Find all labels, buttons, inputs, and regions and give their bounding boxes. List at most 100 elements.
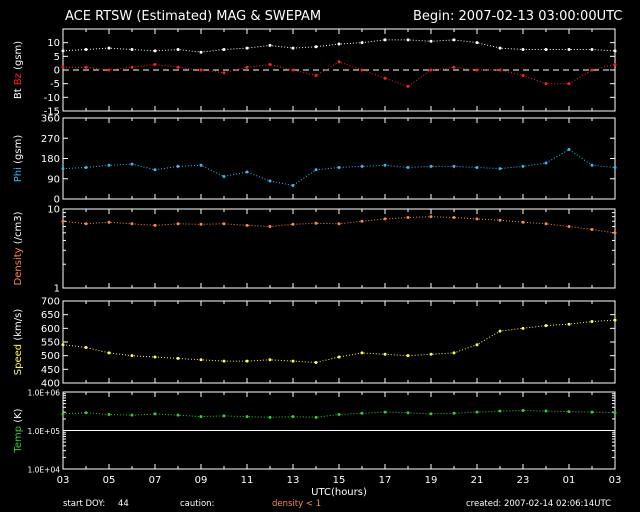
series-bt [61,38,617,54]
panel-frame [62,300,616,384]
x-tick-label: 03 [609,475,622,486]
data-point [544,161,548,165]
data-point [590,228,594,232]
series-speed [61,318,617,364]
data-point [498,167,502,171]
x-tick-label: 13 [287,475,300,486]
data-point [314,73,318,77]
data-point [222,175,226,178]
data-point [521,220,525,224]
panel-density: 1 10 Density (/cm3) [13,205,617,295]
data-point [567,410,571,414]
data-point [268,63,272,67]
y-axis-label: Speed (km/s) [13,309,24,376]
data-point [222,414,226,418]
y-tick-label: 0 [54,66,60,77]
data-point [222,222,226,226]
data-point [429,215,433,219]
x-axis-label: UTC(hours) [311,487,367,498]
data-point [383,410,387,414]
y-tick-label: 10 [47,38,60,49]
data-point [107,68,111,72]
data-point [452,411,456,415]
y-axis-label: Bt Bz (gsm) [13,41,24,99]
panel-frame [62,208,616,289]
y-axis-label: Phi (gsm) [13,135,24,183]
y-axis-label-part: Density [13,247,24,285]
data-point [613,318,617,322]
y-tick-label: 5 [54,52,60,63]
y-tick-label: 600 [41,324,60,335]
data-point [567,82,571,86]
series-phi [61,148,617,187]
x-tick-label: 17 [379,475,392,486]
data-point [245,359,249,363]
data-point [84,345,88,349]
x-tick-label: 07 [149,475,162,486]
data-point [613,63,617,67]
series-trace [63,61,616,87]
y-axis-label-part: (K) [13,408,24,426]
data-point [176,48,180,51]
y-axis-label: Density (/cm3) [13,211,24,285]
data-point [291,68,295,72]
data-point [337,166,341,169]
y-tick-label: 550 [41,338,60,349]
data-point [84,48,88,51]
data-point [291,415,295,419]
data-point [337,42,341,46]
data-point [360,351,364,355]
begin-time: Begin: 2007-02-13 03:00:00UTC [413,9,623,24]
data-point [176,65,180,69]
y-tick-label: 1.0E+04 [28,466,61,475]
data-point [291,46,295,50]
data-point [613,49,617,53]
data-point [429,412,433,416]
data-point [153,223,157,227]
y-tick-label: 180 [41,154,60,165]
data-point [429,352,433,356]
x-tick-label: 03 [57,475,70,486]
y-tick-label: 500 [41,351,60,362]
data-point [107,163,111,167]
data-point [590,68,594,72]
panel-frame [62,117,616,200]
y-tick-label: -15 [44,107,60,118]
series-density [61,215,617,235]
data-point [153,49,157,53]
data-point [498,46,502,50]
data-point [314,45,318,49]
y-axis-label-part: Temp [13,426,24,454]
data-point [245,415,249,419]
data-point [268,358,272,362]
series-trace [62,319,616,364]
data-point [84,65,88,69]
data-point [383,38,387,42]
series-temp [61,409,617,419]
y-tick-label: 10 [47,205,60,216]
panel-mag: -15 -10 -5 0 5 10 Bt Bz (gsm) [13,28,617,118]
data-point [84,166,88,169]
data-point [590,410,594,414]
y-tick-label: 360 [41,114,60,125]
data-point [383,217,387,221]
data-point [521,409,525,413]
y-tick-label: 400 [41,379,60,390]
data-point [360,219,364,223]
data-point [107,220,111,224]
data-point [475,166,479,169]
start-doy-value: 44 [118,499,129,509]
y-tick-label: 90 [47,174,60,185]
x-tick-label: 15 [333,475,346,486]
y-tick-label: 450 [41,365,60,376]
data-point [222,48,226,51]
y-tick-label: -10 [44,93,60,104]
y-axis-label-part: Phi [13,167,24,182]
data-point [153,168,157,172]
data-point [107,46,111,50]
data-point [452,216,456,220]
data-point [153,63,157,67]
data-point [176,356,180,360]
data-point [314,361,318,364]
